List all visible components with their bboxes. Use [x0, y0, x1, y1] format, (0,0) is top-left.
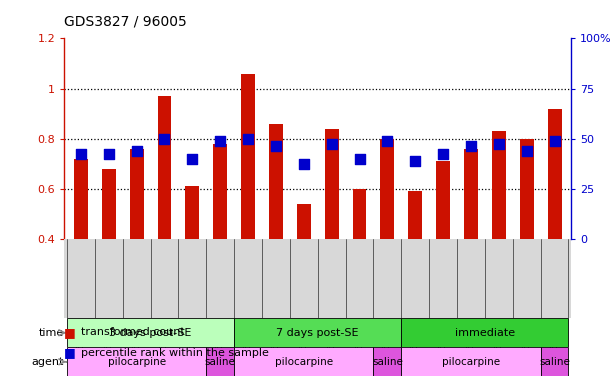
Point	[354, 156, 364, 162]
Bar	[185, 186, 199, 239]
Bar	[324, 129, 338, 239]
Point	[76, 151, 86, 157]
Text: saline: saline	[372, 357, 403, 367]
Point	[438, 151, 448, 157]
Bar	[492, 131, 506, 239]
Point	[382, 138, 392, 144]
Bar	[436, 161, 450, 239]
Text: GDS3827 / 96005: GDS3827 / 96005	[64, 15, 187, 29]
Text: saline: saline	[205, 357, 236, 367]
Bar	[401, 318, 568, 347]
Point	[132, 148, 142, 154]
Point	[188, 156, 197, 162]
Text: immediate: immediate	[455, 328, 515, 338]
Point	[466, 143, 476, 149]
Bar	[408, 191, 422, 239]
Point	[104, 151, 114, 157]
Bar	[547, 109, 562, 239]
Bar	[269, 124, 283, 239]
Bar	[241, 73, 255, 239]
Point	[327, 141, 337, 147]
Text: pilocarpine: pilocarpine	[442, 357, 500, 367]
Point	[299, 161, 309, 167]
Text: saline: saline	[539, 357, 570, 367]
Text: 7 days post-SE: 7 days post-SE	[276, 328, 359, 338]
Point	[494, 141, 503, 147]
Point	[215, 138, 225, 144]
Bar	[353, 189, 367, 239]
Bar	[373, 347, 401, 376]
Point	[550, 138, 560, 144]
Text: agent: agent	[31, 357, 64, 367]
Point	[522, 148, 532, 154]
Bar	[74, 159, 88, 239]
Bar	[67, 318, 234, 347]
Bar	[234, 318, 401, 347]
Bar	[401, 347, 541, 376]
Text: 3 days post-SE: 3 days post-SE	[109, 328, 192, 338]
Text: transformed count: transformed count	[81, 327, 185, 337]
Bar	[464, 149, 478, 239]
Bar	[520, 139, 533, 239]
Bar	[207, 347, 234, 376]
Text: pilocarpine: pilocarpine	[275, 357, 333, 367]
Text: percentile rank within the sample: percentile rank within the sample	[81, 348, 269, 358]
Text: pilocarpine: pilocarpine	[108, 357, 166, 367]
Bar	[381, 139, 394, 239]
Bar	[102, 169, 115, 239]
Bar	[234, 347, 373, 376]
Point	[159, 136, 169, 142]
Point	[243, 136, 253, 142]
Text: time: time	[38, 328, 64, 338]
Point	[411, 158, 420, 164]
Bar	[541, 347, 568, 376]
Bar	[297, 204, 311, 239]
Bar	[213, 144, 227, 239]
Text: ■: ■	[64, 346, 76, 359]
Text: ■: ■	[64, 326, 76, 339]
Point	[271, 143, 281, 149]
Bar	[67, 347, 207, 376]
Bar	[130, 149, 144, 239]
Bar	[158, 96, 172, 239]
